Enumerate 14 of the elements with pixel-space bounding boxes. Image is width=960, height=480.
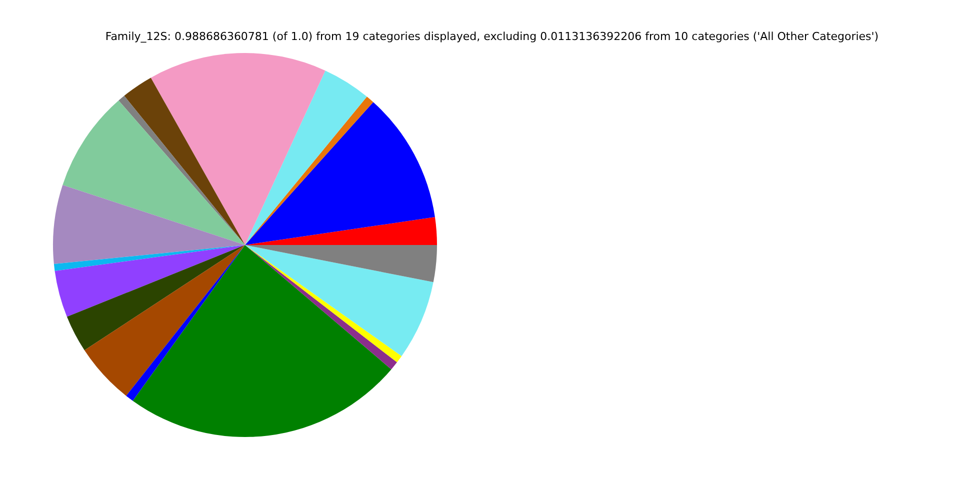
pie-slice <box>245 216 437 245</box>
pie-slice <box>66 245 245 350</box>
pie-slice <box>53 184 245 264</box>
pie-slice <box>245 96 374 245</box>
pie-slice <box>54 245 245 271</box>
pie-slice <box>84 245 245 396</box>
pie-slice <box>245 102 435 245</box>
pie-slice <box>54 245 245 317</box>
pie-slice <box>150 53 326 245</box>
text: Family_12S: 0.988686360781 (of 1.0) from 19 categories displayed, excluding 0.0113136392206 from 10 categories ('All Other Categories') <box>105 30 879 43</box>
pie-slice <box>132 245 392 437</box>
pie-slice <box>62 100 245 245</box>
pie-slice <box>126 245 245 401</box>
pie-slice <box>245 245 437 282</box>
